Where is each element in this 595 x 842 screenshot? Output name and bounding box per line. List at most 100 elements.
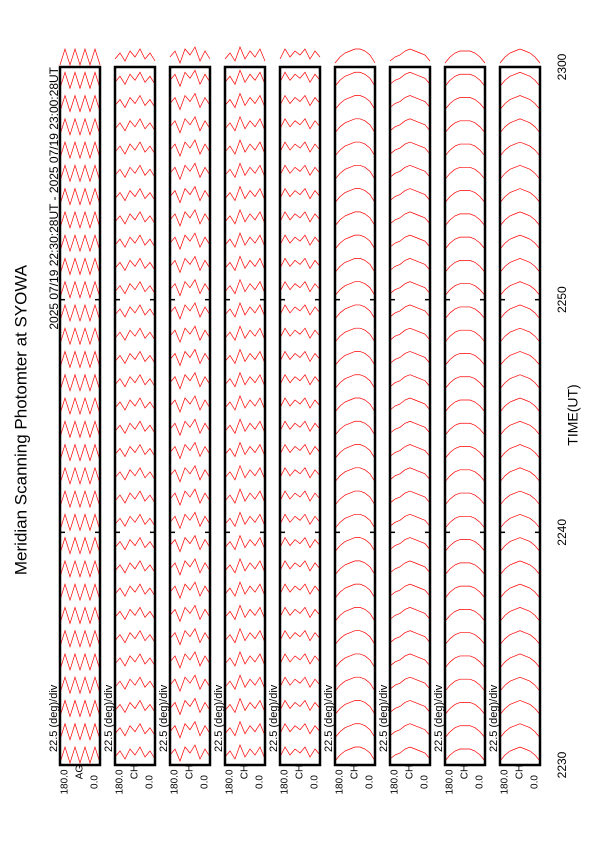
scan-trace [279, 583, 321, 595]
scan-trace [499, 420, 541, 436]
scan-trace [169, 348, 211, 367]
scan-trace [389, 653, 431, 667]
scan-trace [499, 723, 541, 738]
scan-trace [114, 653, 156, 667]
scan-trace [279, 164, 321, 177]
scan-trace [389, 723, 431, 737]
scan-trace [389, 188, 431, 201]
scan-trace [59, 629, 101, 648]
scan-trace [59, 513, 101, 532]
y-tick-label: 180.0 [390, 769, 401, 794]
scan-trace [169, 511, 211, 530]
scan-trace [389, 444, 431, 457]
scan-trace [279, 699, 321, 712]
scan-trace [389, 513, 431, 527]
scan-trace [499, 71, 541, 87]
scan-trace [334, 513, 376, 529]
scan-trace [389, 374, 431, 388]
scan-trace [334, 676, 376, 692]
scan-trace [279, 94, 321, 107]
scan-trace [444, 97, 486, 110]
y-tick-label: 0.0 [310, 775, 321, 789]
scan-trace [389, 281, 431, 294]
x-tick-label: 2300 [555, 53, 569, 80]
scan-trace [114, 71, 156, 85]
scale-label: 22.5 (deg)/div [213, 684, 225, 752]
scan-trace [334, 560, 376, 576]
scan-trace [114, 48, 156, 62]
scan-trace [444, 353, 486, 366]
scan-trace [279, 374, 321, 386]
scan-trace [114, 560, 156, 574]
scan-trace [499, 513, 541, 529]
scan-trace [444, 260, 486, 273]
scan-trace [444, 469, 486, 483]
scan-trace [389, 234, 431, 248]
scan-trace [389, 141, 431, 155]
scan-trace [224, 697, 266, 714]
scan-trace [499, 164, 541, 180]
scan-trace [279, 676, 321, 688]
scan-trace [499, 211, 541, 227]
scan-trace [169, 302, 211, 320]
channel-label: CH [185, 765, 196, 779]
scan-trace [389, 95, 431, 108]
scan-trace [279, 606, 321, 619]
scale-label: 22.5 (deg)/div [103, 684, 115, 752]
scan-trace [224, 674, 266, 690]
scan-trace [169, 441, 211, 460]
channel-label: AG [75, 765, 86, 780]
channel-label: CH [295, 765, 306, 779]
scan-trace [224, 69, 266, 86]
y-tick-label: 180.0 [115, 769, 126, 794]
scan-trace [224, 627, 266, 644]
scan-trace [224, 278, 266, 295]
scan-trace [224, 720, 266, 737]
scan-trace [389, 630, 431, 643]
scan-trace [444, 143, 486, 157]
scan-trace [169, 604, 211, 623]
scan-trace [114, 187, 156, 202]
scan-trace [279, 746, 321, 758]
scan-trace [169, 558, 211, 576]
scan-trace [169, 720, 211, 739]
scan-trace [499, 653, 541, 669]
scan-trace [444, 190, 486, 203]
scan-trace [279, 350, 321, 363]
scan-trace [169, 232, 211, 251]
scan-trace [224, 115, 266, 132]
scan-trace [169, 744, 211, 762]
channel-label: CH [350, 765, 361, 779]
scan-trace [279, 48, 321, 60]
scan-trace [59, 280, 101, 299]
scan-trace [389, 607, 431, 620]
scan-trace [114, 141, 156, 155]
scan-trace [334, 490, 376, 506]
y-tick-label: 0.0 [365, 775, 376, 789]
scan-trace [59, 652, 101, 672]
scan-trace [114, 443, 156, 458]
scan-trace [114, 280, 156, 295]
scan-trace [59, 443, 101, 462]
scan-trace [169, 465, 211, 483]
scan-trace [499, 630, 541, 645]
y-tick-label: 180.0 [225, 769, 236, 794]
scan-trace [279, 723, 321, 735]
scan-trace [334, 607, 376, 622]
scan-trace [169, 46, 211, 64]
scan-trace [444, 609, 486, 622]
scan-trace [224, 557, 266, 574]
scan-trace [224, 139, 266, 155]
y-tick-label: 0.0 [475, 775, 486, 789]
scan-trace [334, 188, 376, 203]
scan-trace [389, 490, 431, 504]
scan-trace [499, 48, 541, 64]
scan-trace [224, 46, 266, 62]
scan-trace [444, 236, 486, 250]
scan-trace [59, 117, 101, 136]
scan-trace [224, 418, 266, 435]
panel-frame [498, 65, 542, 767]
scan-trace [224, 232, 266, 248]
scan-trace [499, 374, 541, 389]
channel-label: CH [405, 765, 416, 779]
